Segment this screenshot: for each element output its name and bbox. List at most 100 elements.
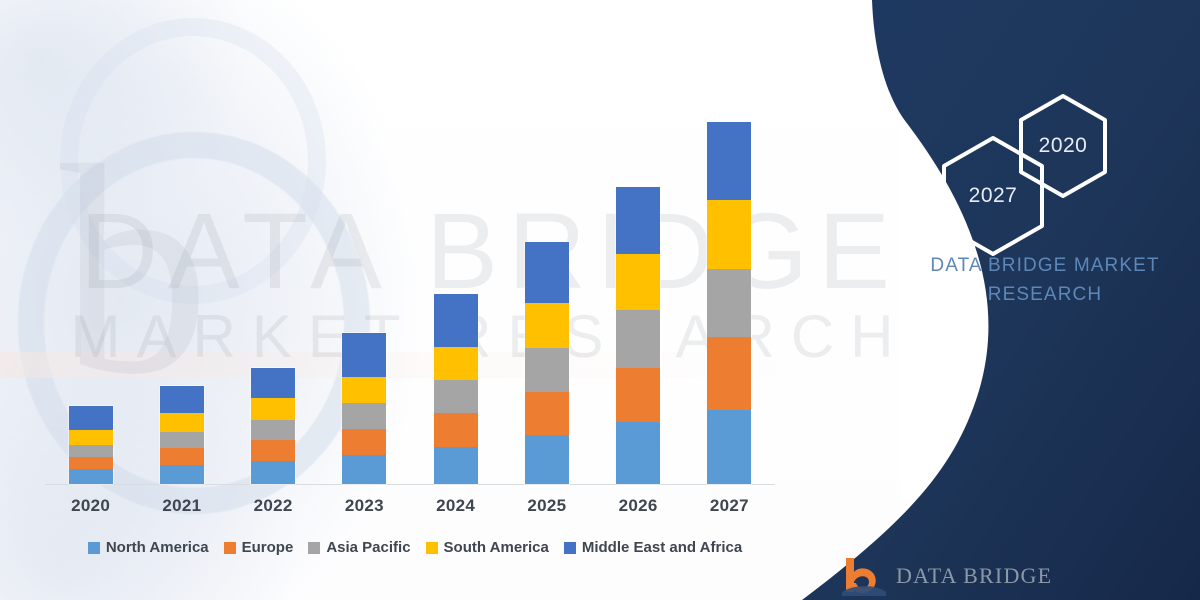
watermark-line-2: MARKET RESEARCH (70, 303, 910, 371)
legend-item[interactable]: Europe (223, 539, 294, 556)
stacked-bar[interactable] (433, 294, 478, 484)
bar-segment[interactable] (342, 377, 387, 404)
bar-segment[interactable] (524, 392, 569, 435)
stacked-bar-chart: 2020 2021 2022 2023 2024 2025 2026 2027 North A… (45, 120, 785, 556)
x-tick-2024: 2024 (436, 496, 476, 515)
brand-title-line-2: RESEARCH (987, 283, 1103, 305)
bar-segment[interactable] (68, 444, 113, 458)
bar-segment[interactable] (251, 440, 296, 462)
bar-segment[interactable] (251, 367, 296, 398)
bar-segment[interactable] (159, 413, 204, 432)
bar-column-2020[interactable] (47, 120, 135, 484)
legend-label: South America (443, 539, 549, 556)
x-tick-2021: 2021 (162, 496, 202, 515)
x-tick-2022: 2022 (253, 496, 293, 515)
bar-segment[interactable] (68, 430, 113, 445)
bar-segment[interactable] (524, 302, 569, 348)
data-bridge-logo: DATA BRIDGE (842, 552, 1072, 600)
watermark-b-mark: b (60, 104, 210, 436)
bar-column-2025[interactable] (503, 120, 591, 484)
x-tick-2023: 2023 (344, 496, 384, 515)
hexagon-2027-label: 2027 (968, 184, 1018, 207)
bar-segment[interactable] (159, 431, 204, 449)
bar-segment[interactable] (433, 380, 478, 414)
hexagon-2027: 2027 (938, 134, 1048, 258)
stacked-bar[interactable] (524, 242, 569, 484)
bar-segment[interactable] (707, 199, 752, 269)
brand-title: DATA BRIDGE MARKET RESEARCH (880, 252, 1200, 309)
stacked-bar[interactable] (342, 332, 387, 484)
legend-label: North America (105, 539, 209, 556)
brand-panel (740, 0, 1200, 600)
bar-segment[interactable] (251, 419, 296, 441)
bar-segment[interactable] (616, 186, 661, 255)
bar-column-2021[interactable] (138, 120, 226, 484)
bar-column-2026[interactable] (594, 120, 682, 484)
x-tick-2020: 2020 (71, 496, 111, 515)
bar-segment[interactable] (159, 448, 204, 466)
legend-swatch-icon (563, 541, 576, 554)
bar-column-2023[interactable] (320, 120, 408, 484)
legend-swatch-icon (87, 541, 100, 554)
hexagon-2020-label: 2020 (1038, 134, 1088, 157)
bar-segment[interactable] (68, 406, 113, 431)
stacked-bar[interactable] (251, 367, 296, 484)
bar-segment[interactable] (707, 268, 752, 338)
watermark-text: DATA BRIDGE MARKET RESEARCH (60, 195, 920, 371)
hexagon-2020: 2020 (1015, 92, 1111, 200)
bar-segment[interactable] (342, 332, 387, 378)
bar-segment[interactable] (707, 410, 752, 484)
bar-segment[interactable] (616, 367, 661, 423)
bar-segment[interactable] (342, 454, 387, 484)
bar-segment[interactable] (616, 422, 661, 484)
bar-segment[interactable] (159, 465, 204, 484)
bar-segment[interactable] (524, 347, 569, 393)
bar-segment[interactable] (707, 121, 752, 200)
legend-label: Asia Pacific (326, 539, 411, 556)
legend-swatch-icon (223, 541, 236, 554)
bar-column-2027[interactable] (685, 120, 773, 484)
bar-segment[interactable] (616, 310, 661, 368)
chart-legend: North America Europe Asia Pacific South Ame… (45, 539, 785, 556)
legend-label: Middle East and Africa (581, 539, 743, 556)
watermark-line-1: DATA BRIDGE (79, 190, 901, 311)
x-tick-2027: 2027 (709, 496, 749, 515)
bar-segment[interactable] (433, 413, 478, 447)
legend-item[interactable]: South America (425, 539, 549, 556)
bar-segment[interactable] (68, 457, 113, 470)
legend-item[interactable]: Middle East and Africa (563, 539, 743, 556)
legend-label: Europe (241, 539, 294, 556)
brand-title-line-1: DATA BRIDGE MARKET (930, 255, 1160, 276)
stacked-bar[interactable] (616, 186, 661, 484)
bar-segment[interactable] (159, 386, 204, 414)
bar-segment[interactable] (433, 294, 478, 348)
bar-segment[interactable] (342, 403, 387, 430)
bar-column-2024[interactable] (412, 120, 500, 484)
bar-segment[interactable] (524, 242, 569, 303)
x-tick-2026: 2026 (618, 496, 658, 515)
bar-segment[interactable] (68, 469, 113, 484)
x-tick-2025: 2025 (527, 496, 567, 515)
stacked-bar[interactable] (707, 121, 752, 484)
bar-segment[interactable] (251, 461, 296, 484)
legend-swatch-icon (308, 541, 321, 554)
x-axis-line (45, 484, 775, 485)
legend-item[interactable]: North America (87, 539, 209, 556)
bar-segment[interactable] (433, 446, 478, 484)
legend-item[interactable]: Asia Pacific (308, 539, 411, 556)
bar-segment[interactable] (251, 397, 296, 420)
stacked-bar[interactable] (159, 386, 204, 484)
stacked-bar[interactable] (68, 406, 113, 484)
bar-segment[interactable] (616, 254, 661, 311)
bar-segment[interactable] (707, 337, 752, 411)
legend-swatch-icon (425, 541, 438, 554)
chart-bars-container (45, 120, 775, 484)
x-axis-tick-labels: 2020 2021 2022 2023 2024 2025 2026 2027 (45, 496, 775, 516)
data-bridge-logo-text: DATA BRIDGE (896, 563, 1053, 588)
bar-segment[interactable] (342, 429, 387, 455)
bar-column-2022[interactable] (229, 120, 317, 484)
bar-segment[interactable] (524, 434, 569, 484)
bar-segment[interactable] (433, 347, 478, 381)
data-bridge-logo-mark-icon (842, 556, 886, 596)
